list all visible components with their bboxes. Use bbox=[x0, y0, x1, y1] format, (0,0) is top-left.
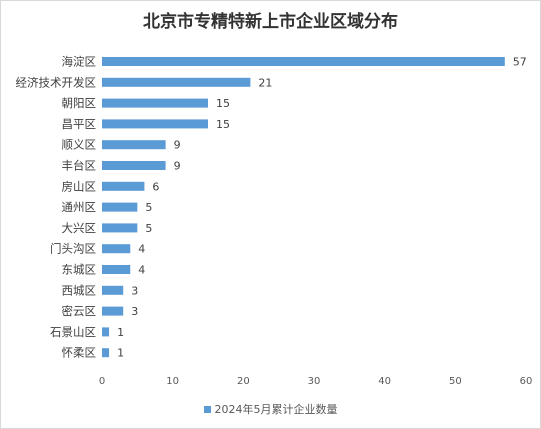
x-tick-label-4: 40 bbox=[378, 376, 391, 387]
bar-8 bbox=[102, 223, 138, 233]
x-axis-ticks: 0 10 20 30 40 50 60 bbox=[99, 376, 533, 387]
bar-14 bbox=[102, 348, 110, 358]
category-label-1: 经济技术开发区 bbox=[16, 75, 97, 89]
x-tick-label-2: 20 bbox=[237, 376, 250, 387]
bar-11 bbox=[102, 285, 124, 295]
value-label-14: 1 bbox=[117, 347, 124, 360]
bar-0 bbox=[102, 57, 505, 66]
bar-12 bbox=[102, 306, 124, 316]
category-label-12: 密云区 bbox=[62, 304, 97, 318]
category-label-7: 通州区 bbox=[62, 200, 97, 214]
value-label-5: 9 bbox=[174, 160, 181, 173]
legend-label: 2024年5月累计企业数量 bbox=[214, 403, 338, 416]
bar-13 bbox=[102, 327, 110, 337]
bars-layer bbox=[102, 57, 505, 358]
bar-7 bbox=[102, 202, 138, 212]
value-label-0: 57 bbox=[513, 56, 527, 69]
x-tick-label-1: 10 bbox=[166, 376, 179, 387]
category-label-6: 房山区 bbox=[62, 179, 97, 193]
value-label-9: 4 bbox=[138, 243, 145, 256]
value-label-1: 21 bbox=[258, 76, 272, 89]
x-tick-label-6: 60 bbox=[520, 376, 533, 387]
category-label-14: 怀柔区 bbox=[62, 346, 97, 360]
value-label-6: 6 bbox=[152, 180, 159, 193]
x-tick-label-3: 30 bbox=[308, 376, 321, 387]
value-label-11: 3 bbox=[131, 284, 138, 297]
value-label-2: 15 bbox=[216, 97, 230, 110]
category-label-9: 门头沟区 bbox=[50, 242, 96, 256]
category-label-13: 石景山区 bbox=[50, 325, 96, 339]
category-label-2: 朝阳区 bbox=[62, 96, 97, 110]
value-label-7: 5 bbox=[145, 201, 152, 214]
x-tick-label-5: 50 bbox=[449, 376, 462, 387]
category-label-3: 昌平区 bbox=[62, 117, 97, 131]
category-label-8: 大兴区 bbox=[62, 221, 97, 235]
category-label-5: 丰台区 bbox=[62, 159, 97, 173]
chart-title: 北京市专精特新上市企业区域分布 bbox=[143, 12, 398, 32]
value-label-4: 9 bbox=[174, 139, 181, 152]
bar-1 bbox=[102, 77, 251, 87]
category-label-0: 海淀区 bbox=[62, 55, 97, 69]
value-label-13: 1 bbox=[117, 326, 124, 339]
category-labels: 海淀区经济技术开发区朝阳区昌平区顺义区丰台区房山区通州区大兴区门头沟区东城区西城… bbox=[16, 55, 97, 360]
category-label-11: 西城区 bbox=[62, 283, 97, 297]
legend: 2024年5月累计企业数量 bbox=[0, 401, 541, 417]
bar-9 bbox=[102, 244, 131, 254]
value-label-12: 3 bbox=[131, 305, 138, 318]
bar-5 bbox=[102, 161, 166, 170]
bar-2 bbox=[102, 98, 208, 108]
bar-10 bbox=[102, 265, 131, 274]
category-label-4: 顺义区 bbox=[62, 138, 97, 152]
bar-3 bbox=[102, 119, 208, 129]
category-label-10: 东城区 bbox=[62, 263, 97, 277]
value-label-8: 5 bbox=[145, 222, 152, 235]
value-label-10: 4 bbox=[138, 264, 145, 277]
x-tick-label-0: 0 bbox=[99, 376, 105, 387]
bar-4 bbox=[102, 140, 166, 150]
value-label-3: 15 bbox=[216, 118, 230, 131]
legend-swatch bbox=[203, 406, 211, 413]
bar-6 bbox=[102, 181, 145, 191]
